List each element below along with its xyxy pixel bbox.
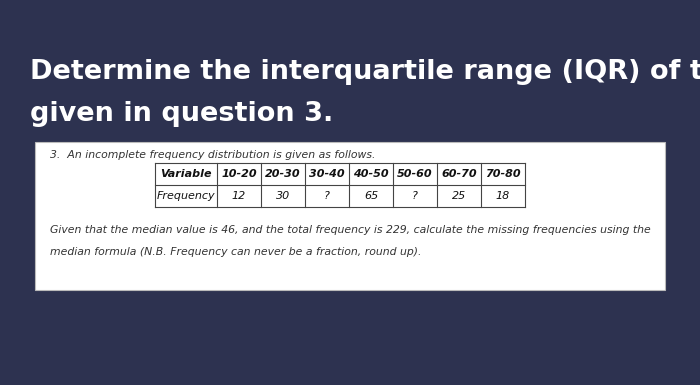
Text: 12: 12	[232, 191, 246, 201]
Text: ?: ?	[324, 191, 330, 201]
Text: 50-60: 50-60	[397, 169, 433, 179]
Text: 65: 65	[364, 191, 378, 201]
Text: Determine the interquartile range (IQR) of the table: Determine the interquartile range (IQR) …	[30, 59, 700, 85]
Text: 30-40: 30-40	[309, 169, 345, 179]
Text: 30: 30	[276, 191, 290, 201]
Text: Variable: Variable	[160, 169, 211, 179]
Text: 70-80: 70-80	[485, 169, 521, 179]
Text: 20-30: 20-30	[265, 169, 301, 179]
Text: 3.  An incomplete frequency distribution is given as follows.: 3. An incomplete frequency distribution …	[50, 150, 375, 160]
Text: 40-50: 40-50	[354, 169, 388, 179]
Text: 25: 25	[452, 191, 466, 201]
Text: median formula (N.B. Frequency can never be a fraction, round up).: median formula (N.B. Frequency can never…	[50, 247, 421, 257]
Text: 10-20: 10-20	[221, 169, 257, 179]
Text: Given that the median value is 46, and the total frequency is 229, calculate the: Given that the median value is 46, and t…	[50, 225, 651, 235]
Text: Frequency: Frequency	[157, 191, 216, 201]
Text: 60-70: 60-70	[441, 169, 477, 179]
Text: 18: 18	[496, 191, 510, 201]
Bar	[35, 142, 665, 290]
Text: ?: ?	[412, 191, 418, 201]
Text: given in question 3.: given in question 3.	[30, 101, 333, 127]
